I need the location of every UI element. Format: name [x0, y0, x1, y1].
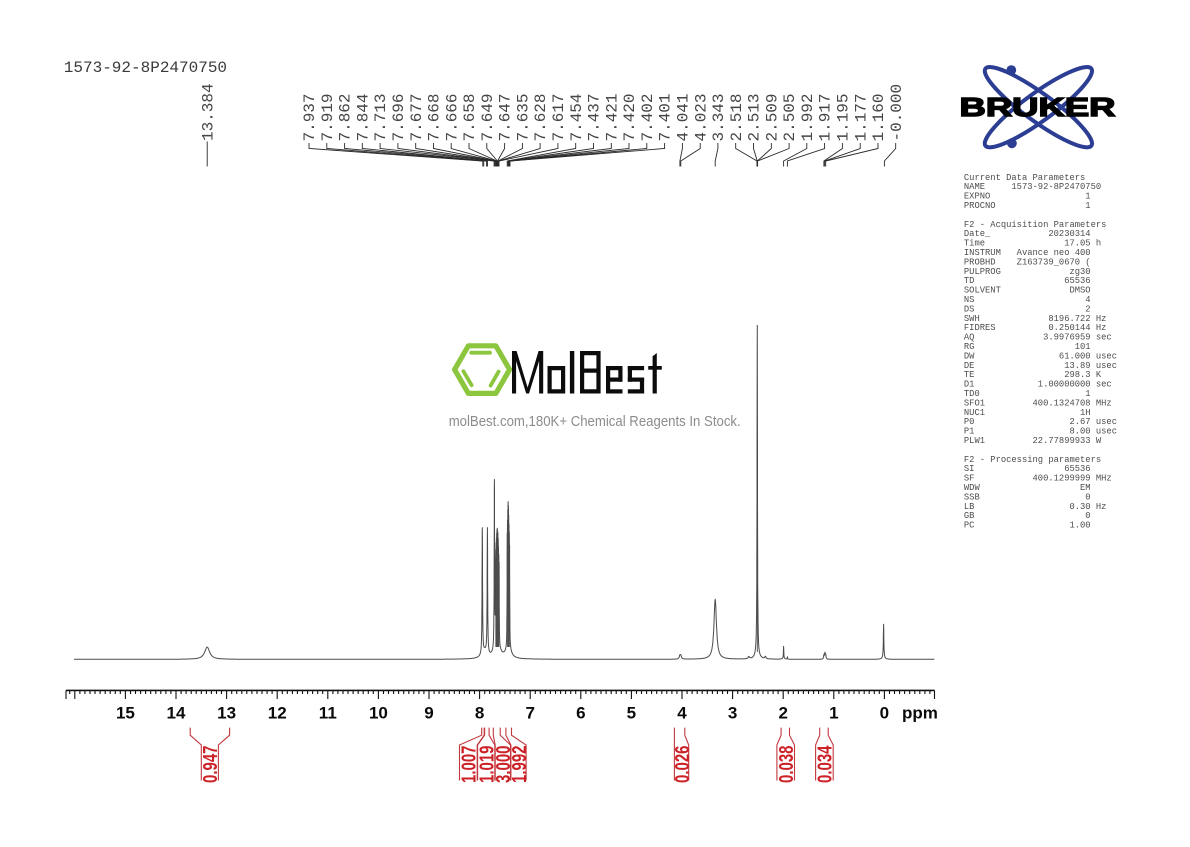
svg-text:3: 3: [728, 704, 737, 723]
svg-text:1.917: 1.917: [817, 93, 835, 141]
svg-text:0: 0: [880, 704, 889, 723]
svg-text:1573-92-8P2470750: 1573-92-8P2470750: [64, 59, 227, 77]
svg-text:7.862: 7.862: [337, 93, 355, 141]
svg-text:FIDRES 0.250144 Hz: FIDRES 0.250144 Hz: [964, 323, 1107, 333]
svg-text:2.509: 2.509: [763, 93, 781, 141]
svg-text:15: 15: [116, 704, 135, 723]
svg-text:5: 5: [627, 704, 636, 723]
svg-text:7.668: 7.668: [426, 93, 444, 141]
svg-text:Time 17.05 h: Time 17.05 h: [964, 239, 1101, 249]
svg-text:SI 65536: SI 65536: [964, 464, 1091, 474]
svg-text:1.007: 1.007: [459, 746, 481, 784]
svg-text:EXPNO 1: EXPNO 1: [964, 192, 1091, 202]
svg-text:SFO1 400.1324708 MHz: SFO1 400.1324708 MHz: [964, 398, 1112, 408]
svg-text:PROBHD Z163739_0670 (: PROBHD Z163739_0670 (: [964, 257, 1091, 267]
svg-text:7.649: 7.649: [479, 93, 497, 141]
svg-text:ppm: ppm: [902, 704, 938, 723]
svg-text:NS 4: NS 4: [964, 295, 1091, 305]
svg-text:AQ 3.9976959 sec: AQ 3.9976959 sec: [964, 333, 1112, 343]
svg-text:2: 2: [778, 704, 787, 723]
svg-text:GB 0: GB 0: [964, 511, 1091, 521]
svg-text:SSB 0: SSB 0: [964, 492, 1091, 502]
svg-text:9: 9: [424, 704, 433, 723]
svg-text:7.617: 7.617: [550, 93, 568, 141]
svg-text:7.628: 7.628: [532, 93, 550, 141]
svg-text:0.947: 0.947: [200, 746, 222, 784]
svg-text:7.437: 7.437: [586, 93, 604, 141]
svg-text:PLW1 22.77899933 W: PLW1 22.77899933 W: [964, 436, 1102, 446]
svg-text:7.666: 7.666: [443, 93, 461, 141]
svg-text:NAME 1573-92-8P2470750: NAME 1573-92-8P2470750: [964, 182, 1101, 192]
svg-text:0.038: 0.038: [776, 746, 798, 784]
svg-text:8: 8: [475, 704, 484, 723]
svg-text:PULPROG zg30: PULPROG zg30: [964, 267, 1091, 277]
svg-text:LB 0.30 Hz: LB 0.30 Hz: [964, 502, 1107, 512]
svg-text:P0 2.67 usec: P0 2.67 usec: [964, 417, 1117, 427]
svg-text:P1 8.00 usec: P1 8.00 usec: [964, 427, 1117, 437]
svg-text:D1 1.00000000 sec: D1 1.00000000 sec: [964, 380, 1112, 390]
svg-text:4: 4: [677, 704, 687, 723]
svg-text:1: 1: [829, 704, 838, 723]
svg-text:DW 61.000 usec: DW 61.000 usec: [964, 351, 1117, 361]
svg-text:1.992: 1.992: [509, 746, 531, 784]
svg-text:-0.000: -0.000: [888, 84, 906, 142]
svg-text:DE 13.89 usec: DE 13.89 usec: [964, 361, 1117, 371]
svg-text:2.513: 2.513: [746, 93, 764, 141]
svg-text:F2 - Acquisition Parameters: F2 - Acquisition Parameters: [964, 220, 1107, 230]
svg-text:INSTRUM Avance neo 400: INSTRUM Avance neo 400: [964, 248, 1091, 258]
svg-text:7.454: 7.454: [568, 93, 586, 141]
svg-text:7.696: 7.696: [390, 93, 408, 141]
svg-text:SF 400.1299999 MHz: SF 400.1299999 MHz: [964, 474, 1112, 484]
svg-text:7: 7: [525, 704, 534, 723]
svg-text:6: 6: [576, 704, 585, 723]
svg-text:1.992: 1.992: [799, 93, 817, 141]
svg-text:TE 298.3 K: TE 298.3 K: [964, 370, 1102, 380]
svg-text:7.635: 7.635: [515, 93, 533, 141]
svg-text:14: 14: [167, 704, 186, 723]
svg-text:WDW EM: WDW EM: [964, 483, 1091, 493]
svg-text:BRUKER: BRUKER: [960, 92, 1116, 122]
svg-text:7.658: 7.658: [461, 93, 479, 141]
svg-text:2.505: 2.505: [781, 93, 799, 141]
svg-text:molBest.com,180K+ Chemical Rea: molBest.com,180K+ Chemical Reagents In S…: [449, 414, 741, 430]
svg-text:SOLVENT DMSO: SOLVENT DMSO: [964, 286, 1091, 296]
svg-text:7.937: 7.937: [301, 93, 319, 141]
svg-text:2.518: 2.518: [728, 93, 746, 141]
svg-text:3.343: 3.343: [710, 93, 728, 141]
svg-text:4.023: 4.023: [692, 93, 710, 141]
svg-text:11: 11: [319, 704, 337, 723]
svg-text:7.713: 7.713: [372, 93, 390, 141]
svg-text:Current Data Parameters: Current Data Parameters: [964, 173, 1085, 183]
svg-text:PC 1.00: PC 1.00: [964, 521, 1091, 531]
svg-text:7.402: 7.402: [639, 93, 657, 141]
svg-text:NUC1 1H: NUC1 1H: [964, 408, 1091, 418]
svg-text:1.177: 1.177: [852, 93, 870, 141]
svg-text:7.647: 7.647: [497, 93, 515, 141]
svg-text:4.041: 4.041: [675, 93, 693, 141]
svg-text:13.384: 13.384: [199, 83, 217, 141]
svg-text:0.026: 0.026: [672, 746, 694, 784]
svg-text:F2 - Processing parameters: F2 - Processing parameters: [964, 455, 1101, 465]
svg-text:1.195: 1.195: [835, 93, 853, 141]
svg-text:7.844: 7.844: [354, 93, 372, 141]
svg-text:1.160: 1.160: [870, 93, 888, 141]
svg-text:TD0 1: TD0 1: [964, 389, 1091, 399]
svg-text:Date_ 20230314: Date_ 20230314: [964, 229, 1091, 239]
svg-text:7.919: 7.919: [319, 93, 337, 141]
svg-text:12: 12: [268, 704, 287, 723]
svg-text:0.034: 0.034: [815, 745, 837, 783]
svg-text:3.000: 3.000: [493, 746, 515, 784]
svg-text:RG 101: RG 101: [964, 342, 1091, 352]
svg-text:DS 2: DS 2: [964, 304, 1091, 314]
svg-text:SWH 8196.722 Hz: SWH 8196.722 Hz: [964, 314, 1107, 324]
svg-text:TD 65536: TD 65536: [964, 276, 1091, 286]
svg-text:7.421: 7.421: [603, 93, 621, 141]
svg-text:7.401: 7.401: [657, 93, 675, 141]
svg-text:7.420: 7.420: [621, 93, 639, 141]
svg-text:13: 13: [217, 704, 236, 723]
svg-text:1.019: 1.019: [477, 746, 499, 784]
svg-text:PROCNO 1: PROCNO 1: [964, 201, 1091, 211]
svg-text:10: 10: [369, 704, 388, 723]
svg-text:7.677: 7.677: [408, 93, 426, 141]
